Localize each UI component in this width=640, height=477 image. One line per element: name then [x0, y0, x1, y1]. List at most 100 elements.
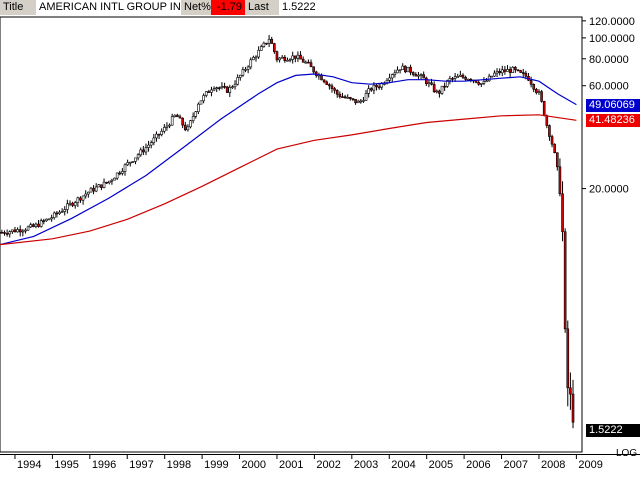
- candle-body: [566, 328, 570, 389]
- candle-body: [218, 87, 221, 89]
- candle-body: [257, 50, 260, 58]
- candle-body: [338, 93, 342, 97]
- candle-body: [81, 195, 85, 201]
- candle-body: [296, 54, 300, 59]
- candle-body: [532, 84, 536, 90]
- candle-body: [183, 124, 187, 131]
- candle-body: [113, 177, 116, 181]
- candle-body: [168, 124, 171, 127]
- candle-body: [419, 74, 423, 76]
- candle-body: [333, 88, 336, 91]
- candle-body: [126, 162, 129, 166]
- candle-body: [521, 72, 525, 74]
- candle-body: [540, 91, 543, 102]
- candle-body: [477, 82, 480, 85]
- last-value: 1.5222: [279, 0, 324, 15]
- candle-body: [346, 97, 350, 99]
- candle-body: [322, 79, 326, 83]
- candle-body: [325, 81, 329, 85]
- x-tick-label: 2003: [354, 459, 378, 471]
- candle-body: [210, 89, 213, 93]
- x-tick-label: 1994: [17, 459, 41, 471]
- candle-body: [417, 74, 420, 77]
- candle-body: [249, 59, 253, 68]
- x-tick-label: 2007: [504, 459, 528, 471]
- candle-body: [16, 229, 19, 233]
- candle-body: [121, 171, 124, 174]
- last-label: Last: [245, 0, 279, 15]
- candle-body: [233, 83, 237, 88]
- candle-body: [252, 57, 255, 61]
- candle-body: [495, 71, 499, 74]
- candle-body: [404, 65, 407, 73]
- candle-body: [181, 117, 184, 126]
- candle-body: [425, 77, 428, 85]
- candle-body: [139, 149, 143, 156]
- candle-body: [50, 217, 53, 220]
- candle-body: [212, 88, 216, 91]
- candle-body: [535, 89, 538, 93]
- candle-body: [304, 61, 308, 64]
- candle-body: [294, 55, 297, 59]
- x-tick-label: 2004: [391, 459, 415, 471]
- candle-body: [21, 230, 25, 233]
- moving-average-long-line: [0, 114, 577, 246]
- candle-body: [68, 202, 72, 205]
- candle-body: [147, 144, 150, 148]
- candle-body: [189, 120, 192, 128]
- candle-body: [84, 193, 88, 197]
- candle-body: [377, 86, 381, 89]
- candle-body: [267, 38, 271, 44]
- candle-body: [134, 157, 137, 162]
- x-tick-label: 1999: [204, 459, 228, 471]
- candle-body: [215, 87, 219, 89]
- candle-body: [430, 82, 433, 85]
- candle-body: [390, 74, 394, 79]
- candle-body: [485, 80, 488, 83]
- candle-body: [356, 100, 360, 104]
- candle-body: [328, 84, 331, 87]
- candle-body: [34, 223, 38, 227]
- candle-body: [307, 61, 310, 64]
- candle-body: [39, 220, 43, 227]
- candle-body: [47, 218, 51, 221]
- candle-body: [241, 69, 245, 76]
- x-tick-label: 2002: [316, 459, 340, 471]
- candle-body: [524, 72, 528, 77]
- candle-body: [498, 71, 501, 74]
- candle-body: [231, 86, 234, 89]
- candle-body: [155, 133, 158, 139]
- candle-body: [364, 93, 368, 101]
- candle-body: [529, 80, 533, 85]
- candle-body: [18, 229, 22, 233]
- candle-body: [380, 83, 384, 88]
- candle-body: [194, 111, 198, 117]
- candle-body: [280, 56, 284, 59]
- candle-body: [8, 231, 12, 235]
- candle-body: [362, 100, 365, 102]
- net-label: Net%: [181, 0, 211, 15]
- candle-body: [131, 161, 135, 163]
- candle-body: [466, 78, 470, 81]
- candle-body: [545, 115, 549, 126]
- candle-body: [351, 98, 355, 100]
- candle-body: [435, 90, 439, 93]
- candle-body: [163, 127, 166, 132]
- candle-body: [244, 69, 247, 71]
- candle-body: [142, 149, 145, 153]
- log-scale-label[interactable]: LOG: [616, 448, 638, 459]
- candle-body: [537, 91, 541, 93]
- candle-body: [13, 229, 17, 233]
- candle-body: [459, 74, 462, 77]
- candle-body: [32, 224, 35, 227]
- candle-body: [396, 69, 399, 74]
- candle-body: [246, 66, 250, 70]
- candle-body: [63, 209, 67, 212]
- candle-body: [553, 143, 556, 154]
- candle-body: [464, 77, 467, 80]
- candle-body: [448, 78, 452, 81]
- candle-body: [461, 74, 465, 78]
- candle-body: [223, 86, 226, 88]
- candle-body: [500, 69, 504, 74]
- candle-body: [89, 187, 93, 193]
